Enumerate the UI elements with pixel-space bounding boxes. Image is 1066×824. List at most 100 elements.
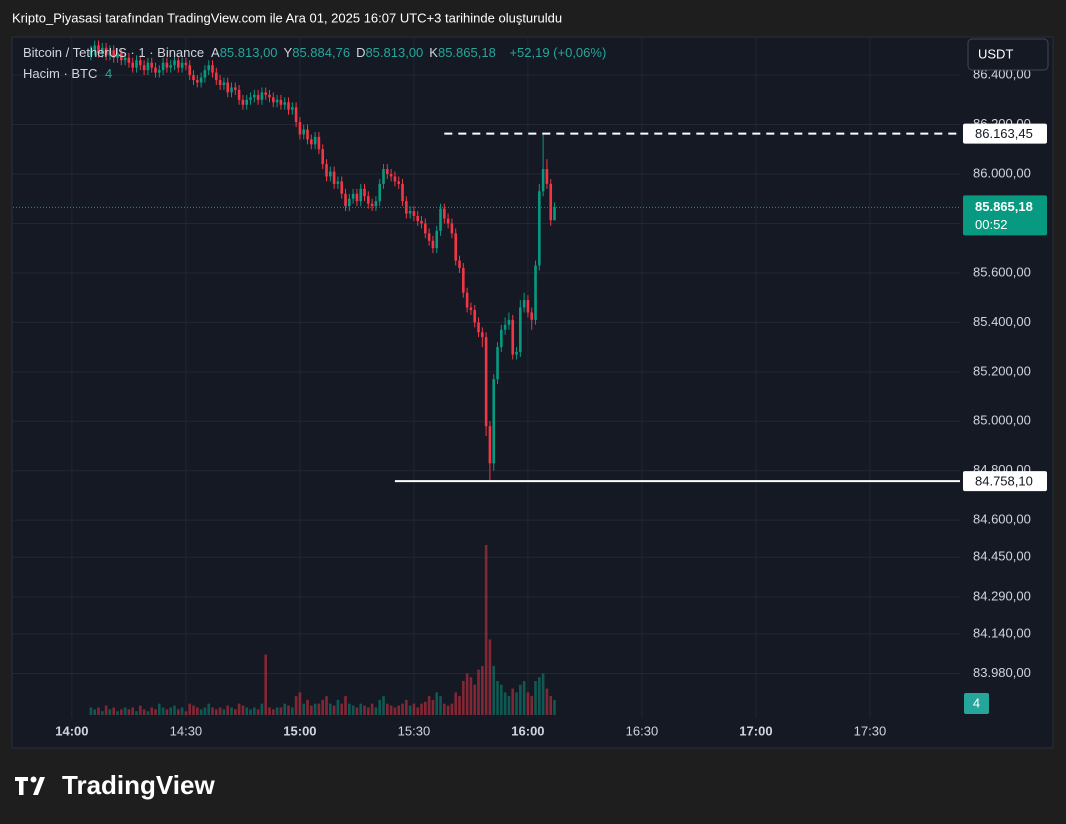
candle-body [484,337,488,427]
candle-body [511,319,515,355]
volume-bar [462,681,465,715]
volume-bar [291,707,294,715]
candle-body [234,87,237,90]
candle-body [173,60,176,66]
volume-bar [161,707,165,715]
volume-bar [401,703,404,715]
candle-body [104,47,108,56]
candle-body [367,196,370,204]
volume-bar [503,692,507,715]
ohlc-value: 85.813,00 [365,45,424,60]
volume-legend-value: 4 [105,66,113,81]
candle-body [435,230,439,249]
volume-bar [443,703,446,715]
volume-bar [165,709,169,715]
currency-button[interactable] [967,38,1049,71]
y-tick-label: 84.450,00 [973,549,1031,564]
volume-bar [511,688,515,715]
volume-bar [534,681,537,715]
candle-body [541,169,545,192]
volume-bar [306,699,309,715]
candle-body [397,181,401,184]
candle-body [306,129,309,140]
candle-body [161,62,165,71]
volume-bar [256,709,260,715]
volume-bar [367,707,370,715]
volume-bar [522,681,526,715]
candle-body [462,267,465,293]
volume-bar [553,699,556,715]
ohlc-label: D [356,45,366,60]
volume-bar [313,703,317,715]
volume-bar [218,707,222,715]
volume-bar [241,705,245,715]
volume-bar [192,705,195,715]
volume-bar [169,707,173,715]
candle-body [519,307,522,353]
candle-body [188,65,192,76]
ohlc-value: 85.884,76 [292,45,351,60]
candle-body [287,102,290,110]
volume-bar [215,709,218,715]
x-tick-label: 17:00 [739,723,772,738]
candle-body [150,62,154,68]
candle-body [443,208,446,219]
candle-body [329,171,332,177]
candle-body [203,70,207,78]
x-tick-label: 14:30 [170,723,203,738]
price-label: 84.758,10 [975,474,1033,489]
volume-bar [530,696,534,715]
volume-bar [408,705,412,715]
candle-body [382,169,385,184]
candle-body [401,183,404,202]
volume-bar [127,709,131,715]
candle-body [241,99,245,105]
price-label-box [963,123,1047,144]
volume-bar [344,696,347,715]
candle-body [530,312,534,320]
volume-bar [139,705,142,715]
volume-bar [545,688,549,715]
volume-bar [427,696,431,715]
volume-bar [325,696,328,715]
volume-bar [120,709,123,715]
candle-body [180,62,184,68]
candle-body [507,319,511,325]
volume-bar [484,545,488,715]
brand-logo [15,776,45,795]
volume-bar [549,696,553,715]
volume-bar [317,703,321,715]
volume-bar [340,703,344,715]
candle-body [177,60,180,68]
volume-bar [112,707,116,715]
candle-body [389,174,393,177]
volume-bar [104,705,108,715]
candle-body [465,292,469,308]
candle-body [93,45,97,51]
candle-body [264,92,268,95]
x-tick-label: 16:30 [626,723,659,738]
candle-body [386,169,389,174]
candle-body [481,332,484,338]
volume-bar [382,696,385,715]
volume-bar [488,639,492,715]
currency-label[interactable]: USDT [978,46,1013,61]
volume-bar [321,699,325,715]
volume-bar [135,711,138,715]
volume-bar [188,703,192,715]
candle-body [249,97,252,100]
ohlc-value: 85.813,00 [219,45,278,60]
volume-bar [431,699,435,715]
candle-body [142,65,146,71]
volume-bar [287,705,290,715]
candle-body [458,260,461,268]
change: +52,19 (+0,06%) [509,45,607,60]
volume-legend: Hacim · BTC 4 [23,66,116,81]
volume-bar [253,707,256,715]
candle-body [268,94,271,98]
candle-body [416,216,420,221]
volume-bar [329,703,332,715]
volume-bar [458,696,461,715]
